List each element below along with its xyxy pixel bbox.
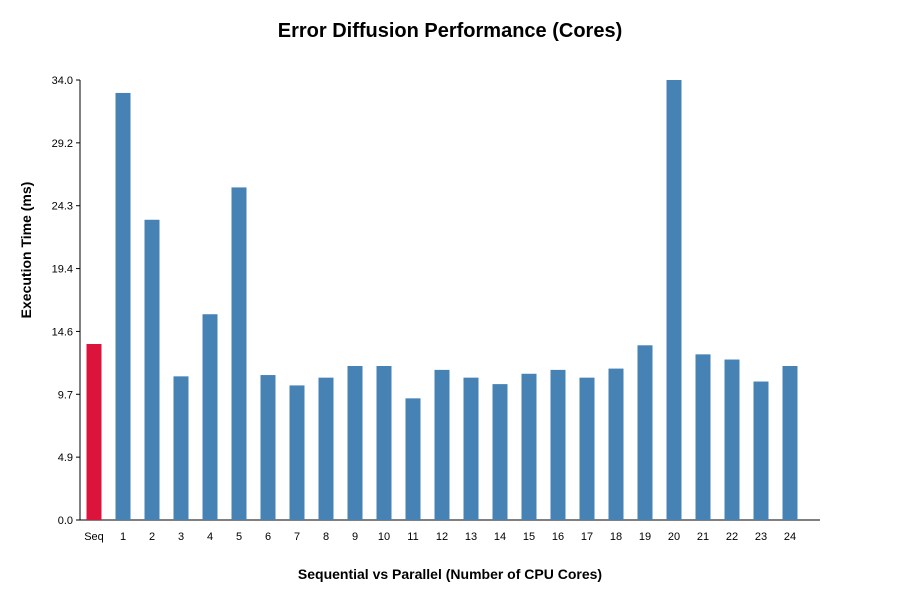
x-tick-label: 11 — [407, 531, 418, 543]
bar-2 — [144, 219, 160, 520]
x-tick-label: 13 — [465, 531, 477, 543]
bar-14 — [492, 384, 508, 520]
x-axis-label: Sequential vs Parallel (Number of CPU Co… — [297, 566, 603, 582]
x-tick-label: Seq — [84, 531, 104, 543]
bar-4 — [202, 314, 218, 520]
bar-16 — [550, 369, 566, 520]
x-tick-label: 7 — [294, 531, 300, 543]
bar-5 — [231, 187, 247, 521]
y-tick-label: 19.4 — [52, 264, 73, 276]
x-tick-label: 3 — [178, 531, 184, 543]
bar-22 — [724, 359, 740, 520]
x-tick-label: 16 — [552, 531, 564, 543]
bar-13 — [463, 377, 479, 520]
x-tick-label: 18 — [610, 531, 622, 543]
bar-17 — [579, 377, 595, 520]
x-tick-label: 23 — [755, 531, 767, 543]
bar-20 — [666, 80, 682, 520]
y-axis-label: Execution Time (ms) — [18, 181, 34, 319]
y-tick-label: 9.7 — [58, 389, 73, 401]
x-tick-label: 24 — [784, 531, 796, 543]
bar-24 — [782, 366, 798, 520]
bar-1 — [115, 92, 131, 521]
bar-3 — [173, 376, 189, 520]
x-tick-label: 15 — [523, 531, 535, 543]
bar-7 — [289, 385, 305, 520]
x-tick-label: 9 — [352, 531, 358, 543]
bar-10 — [376, 366, 392, 520]
bar-18 — [608, 368, 624, 520]
y-tick-label: 24.3 — [52, 201, 73, 213]
bar-seq — [86, 344, 102, 520]
bar-9 — [347, 366, 363, 520]
bar-15 — [521, 373, 537, 520]
y-tick-label: 14.6 — [52, 326, 73, 338]
x-tick-label: 1 — [120, 531, 126, 543]
y-tick-label: 0.0 — [58, 515, 73, 527]
bar-6 — [260, 375, 276, 520]
x-tick-label: 6 — [265, 531, 271, 543]
x-tick-label: 2 — [149, 531, 155, 543]
bar-12 — [434, 369, 450, 520]
x-tick-label: 14 — [494, 531, 506, 543]
chart-title: Error Diffusion Performance (Cores) — [277, 20, 623, 42]
bar-21 — [695, 354, 711, 520]
y-tick-label: 34.0 — [52, 75, 73, 87]
bar-19 — [637, 345, 653, 520]
x-tick-label: 19 — [639, 531, 651, 543]
bar-8 — [318, 377, 334, 520]
x-tick-label: 5 — [236, 531, 242, 543]
x-tick-label: 22 — [726, 531, 738, 543]
x-tick-label: 12 — [436, 531, 448, 543]
x-tick-label: 10 — [378, 531, 390, 543]
y-tick-label: 4.9 — [58, 452, 73, 464]
x-tick-label: 8 — [323, 531, 329, 543]
bar-23 — [753, 381, 769, 520]
y-tick-label: 29.2 — [52, 138, 73, 150]
bar-11 — [405, 398, 421, 520]
x-tick-label: 20 — [668, 531, 680, 543]
x-tick-label: 17 — [581, 531, 593, 543]
x-tick-label: 4 — [207, 531, 213, 543]
x-tick-label: 21 — [697, 531, 709, 543]
